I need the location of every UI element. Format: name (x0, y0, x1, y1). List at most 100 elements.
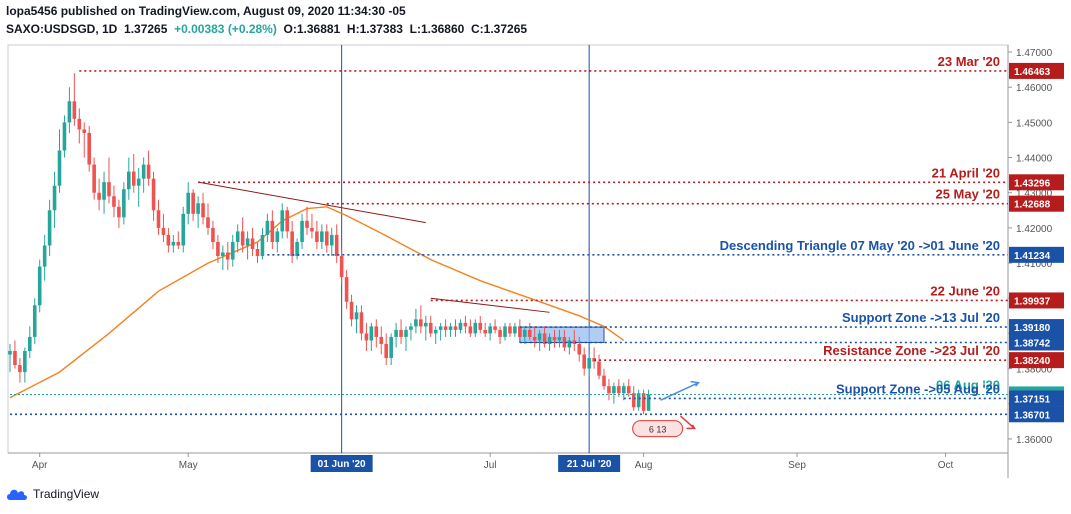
candle-body (315, 231, 319, 242)
price-tag-label: 1.39180 (1014, 323, 1051, 334)
candle-body (359, 312, 364, 334)
y-tick-label: 1.42000 (1016, 224, 1053, 235)
candle-body (107, 182, 111, 197)
candle-body (156, 210, 161, 228)
candle-body (508, 326, 512, 334)
price-tag-box (1009, 390, 1064, 407)
candle-body (62, 122, 67, 151)
candle-body (572, 340, 577, 344)
price-tag-label: 1.42688 (1014, 200, 1051, 211)
candle-body (295, 241, 299, 257)
x-tick-label: Aug (635, 460, 653, 471)
candle-body (221, 252, 225, 257)
candle-body (438, 326, 443, 330)
candle-body (552, 336, 557, 341)
candle-body (181, 213, 186, 246)
candle-body (562, 336, 567, 348)
candle-body (339, 256, 344, 278)
candle-body (300, 220, 304, 242)
candle-body (255, 249, 260, 257)
candle-body (305, 220, 309, 228)
y-tick-label: 1.44000 (1016, 154, 1053, 165)
candle-body (230, 241, 235, 260)
candle-body (92, 164, 96, 193)
price-tag-box (1009, 62, 1064, 79)
y-tick-label: 1.41000 (1016, 259, 1053, 270)
candle-body (325, 231, 329, 246)
candle-body (127, 171, 131, 190)
x-tick-label: Sep (788, 460, 806, 471)
candle-body (369, 326, 374, 341)
candle-body (122, 189, 126, 218)
tradingview-brand: TradingView (33, 487, 100, 501)
candle-body (13, 351, 17, 366)
candle-body (478, 322, 483, 330)
price-tag-box (1009, 292, 1064, 309)
candle-body (280, 210, 285, 232)
price-tag-box (1009, 319, 1064, 336)
candle-body (448, 326, 453, 330)
candle-body (28, 336, 32, 351)
price-tag-label: 1.38240 (1014, 356, 1051, 367)
candle-body (329, 234, 334, 246)
candle-body (166, 234, 171, 246)
price-tag-box (1009, 406, 1064, 423)
candle-body (537, 333, 542, 341)
candle-body (626, 386, 631, 394)
candle-body (468, 326, 473, 334)
price-tag-label: 1.41234 (1014, 251, 1051, 262)
candle-body (211, 227, 215, 242)
open-value: O:1.36881 (283, 22, 341, 36)
candle-body (146, 164, 151, 179)
moving-average-line (9, 206, 625, 399)
trend-line (430, 297, 550, 313)
candle-body (443, 326, 448, 330)
candle-body (424, 322, 428, 327)
price-tag-box (1009, 246, 1064, 263)
candle-body (260, 234, 265, 257)
x-tick-label: Apr (32, 460, 48, 471)
candle-body (136, 178, 141, 186)
candle-body (527, 329, 532, 337)
price-tag-box (1009, 195, 1064, 212)
candle-body (428, 322, 433, 334)
candle-body (102, 182, 106, 200)
candle-body (453, 326, 458, 330)
candle-body (97, 192, 101, 200)
close-value: C:1.37265 (471, 22, 528, 36)
candle-body (112, 196, 116, 207)
publisher-line: lopa5456 published on TradingView.com, A… (6, 4, 406, 18)
candle-body (607, 386, 611, 394)
candle-body (547, 336, 552, 344)
level-label: Support Zone ->05 Aug '20 (836, 381, 1000, 396)
candle-body (206, 217, 210, 228)
candle-body (419, 319, 423, 327)
date-marker-box (310, 455, 373, 472)
candle-body (141, 164, 146, 179)
candle-body (57, 150, 62, 186)
level-label: 06 Aug '20 (936, 377, 1000, 392)
y-tick-label: 1.46000 (1016, 83, 1053, 94)
price-tag-label: 1.43296 (1014, 178, 1051, 189)
date-marker-label: 21 Jul '20 (567, 459, 612, 470)
candle-body (151, 178, 156, 211)
candle-body (399, 329, 403, 337)
candle-body (389, 336, 393, 359)
candle-body (354, 312, 359, 320)
candle-body (52, 185, 57, 211)
candle-body (201, 203, 205, 218)
candle-body (498, 329, 502, 337)
candle-body (587, 358, 591, 369)
price-tag-label: 1.36701 (1014, 410, 1051, 421)
candle-body (349, 301, 354, 320)
candle-body (379, 336, 384, 344)
low-value: L:1.36860 (409, 22, 465, 36)
candle-body (334, 234, 339, 257)
candle-body (240, 231, 245, 246)
candle-body (47, 210, 52, 246)
candle-body (191, 192, 195, 214)
tradingview-logo[interactable]: TradingView (6, 487, 99, 501)
candle-body (250, 238, 255, 249)
candle-body (394, 329, 398, 337)
